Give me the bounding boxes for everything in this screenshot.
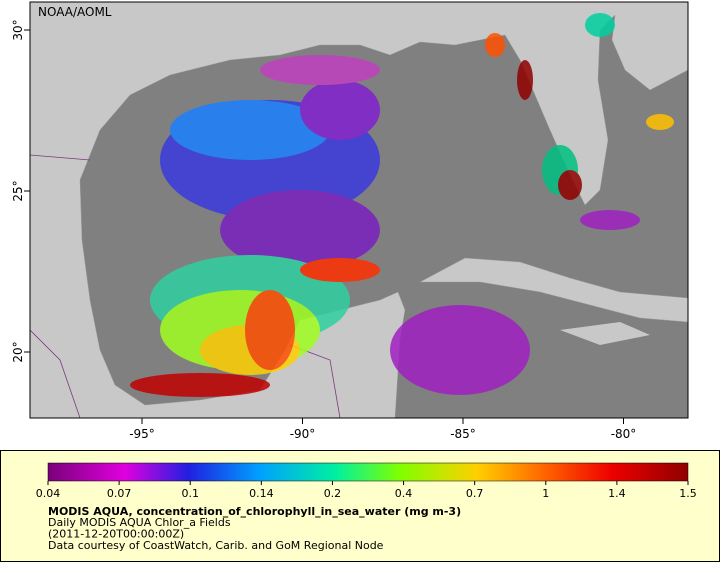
colorbar-tick-label: 0.1	[181, 487, 199, 500]
legend-line: (2011-12-20T00:00:00Z)	[48, 528, 184, 541]
legend-line: Data courtesy of CoastWatch, Carib. and …	[48, 539, 384, 552]
colorbar-tick-label: 0.4	[395, 487, 413, 500]
lat-tick-label: 20°	[11, 341, 25, 362]
colorbar-tick-label: 1	[542, 487, 549, 500]
colorbar-tick-label: 0.2	[324, 487, 342, 500]
lon-tick-label: -80°	[611, 427, 637, 441]
legend-line: Daily MODIS AQUA Chlor_a Fields	[48, 516, 231, 529]
land	[560, 322, 650, 345]
lat-tick-label: 25°	[11, 180, 25, 201]
colorbar-tick-label: 0.07	[107, 487, 132, 500]
legend-title: MODIS AQUA, concentration_of_chlorophyll…	[48, 505, 461, 518]
lat-tick-label: 30°	[11, 19, 25, 40]
colorbar-tick-label: 0.04	[36, 487, 61, 500]
map-frame	[29, 1, 689, 419]
map-area: NOAA/AOML	[30, 2, 688, 418]
map-credit: NOAA/AOML	[38, 5, 112, 19]
colorbar-tick-label: 0.14	[249, 487, 274, 500]
lon-tick-label: -90°	[290, 427, 316, 441]
colorbar-tick-label: 0.7	[466, 487, 484, 500]
colorbar	[47, 462, 689, 482]
lon-tick-label: -95°	[129, 427, 155, 441]
colorbar-tick-label: 1.4	[608, 487, 626, 500]
colorbar-tick-label: 1.5	[679, 487, 697, 500]
land	[419, 257, 688, 323]
chlorophyll-field	[130, 13, 674, 397]
lon-tick-label: -85°	[450, 427, 476, 441]
